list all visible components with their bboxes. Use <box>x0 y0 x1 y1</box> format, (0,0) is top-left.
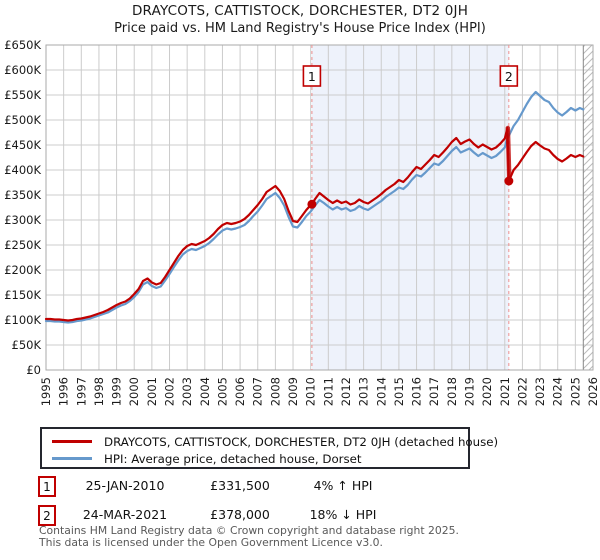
sale-2-drop-connector <box>505 125 512 184</box>
svg-text:£150K: £150K <box>4 288 41 302</box>
y-axis-labels: £0 £50K £100K £150K £200K £250K £300K £350K £400… <box>4 38 41 377</box>
svg-text:£100K: £100K <box>4 313 41 327</box>
legend-item-label: HPI: Average price, detached house, Dors… <box>104 451 362 466</box>
sale-row-2: 2 24-MAR-2021 £378,000 18% ↓ HPI <box>0 505 600 526</box>
svg-text:£250K: £250K <box>4 238 41 252</box>
svg-text:2002: 2002 <box>163 377 177 406</box>
hpi-series-line <box>44 90 585 324</box>
svg-text:£200K: £200K <box>4 263 41 277</box>
svg-text:2008: 2008 <box>268 377 282 406</box>
chart-subtitle: Price paid vs. HM Land Registry's House … <box>114 21 486 36</box>
sale-2-number-badge: 2 <box>38 505 56 526</box>
price-paid-line-swatch <box>52 440 92 443</box>
svg-text:2019: 2019 <box>462 377 476 406</box>
sale-1-date: 25-JAN-2010 <box>85 478 165 493</box>
svg-text:2000: 2000 <box>127 377 141 406</box>
svg-text:2005: 2005 <box>215 377 229 406</box>
svg-text:2021: 2021 <box>498 377 512 406</box>
price-paid-series-line <box>44 126 585 322</box>
svg-text:2016: 2016 <box>410 377 424 406</box>
svg-text:2015: 2015 <box>392 377 406 406</box>
x-axis-labels: 1995 1996 1997 1998 1999 2000 2001 2002 2003 2004… <box>39 377 600 406</box>
svg-text:£550K: £550K <box>4 88 41 102</box>
svg-text:£350K: £350K <box>4 188 41 202</box>
svg-text:1995: 1995 <box>39 377 53 406</box>
svg-text:2010: 2010 <box>304 377 318 406</box>
between-sales-band <box>311 45 509 370</box>
sale-2-dot <box>504 176 514 186</box>
svg-text:1996: 1996 <box>57 377 71 406</box>
svg-text:£400K: £400K <box>4 163 41 177</box>
sale-1-price: £331,500 <box>210 478 270 493</box>
sale-1-chart-badge-number: 1 <box>308 69 316 84</box>
footer-line-2: This data is licensed under the Open Gov… <box>39 535 383 549</box>
sale-2-date: 24-MAR-2021 <box>82 507 168 522</box>
svg-text:2004: 2004 <box>198 377 212 406</box>
svg-text:2014: 2014 <box>374 377 388 406</box>
svg-text:£600K: £600K <box>4 63 41 77</box>
price-chart: 1 2 £0 £50K £100K £150K £200K £250K £300K £350K £4… <box>4 38 600 406</box>
svg-text:2012: 2012 <box>339 377 353 406</box>
svg-text:2024: 2024 <box>551 377 565 406</box>
svg-text:1999: 1999 <box>110 377 124 406</box>
svg-text:2018: 2018 <box>445 377 459 406</box>
legend-item-hpi: HPI: Average price, detached house, Dors… <box>52 450 468 467</box>
svg-text:£300K: £300K <box>4 213 41 227</box>
sale-1-number-badge: 1 <box>38 476 56 497</box>
svg-text:2006: 2006 <box>233 377 247 406</box>
svg-text:2009: 2009 <box>286 377 300 406</box>
sale-2-chart-badge <box>499 65 519 87</box>
svg-text:£500K: £500K <box>4 113 41 127</box>
svg-text:2017: 2017 <box>427 377 441 406</box>
plot-border <box>45 44 594 371</box>
sale-1-dot <box>307 199 317 209</box>
svg-text:1997: 1997 <box>74 377 88 406</box>
svg-text:2026: 2026 <box>586 377 600 406</box>
svg-text:2013: 2013 <box>357 377 371 406</box>
hpi-line-swatch <box>52 457 92 460</box>
sale-2-hpi-delta: 18% ↓ HPI <box>309 507 377 522</box>
sale-1-hpi-delta: 4% ↑ HPI <box>313 478 373 493</box>
gridlines <box>45 44 594 371</box>
footer-line-1: Contains HM Land Registry data © Crown c… <box>39 524 459 537</box>
legend-item-price-paid: DRAYCOTS, CATTISTOCK, DORCHESTER, DT2 0J… <box>52 433 498 450</box>
legend-item-label: DRAYCOTS, CATTISTOCK, DORCHESTER, DT2 0J… <box>104 434 499 449</box>
chart-title: DRAYCOTS, CATTISTOCK, DORCHESTER, DT2 0J… <box>131 3 469 19</box>
sale-1-chart-badge <box>302 65 322 87</box>
svg-text:£0: £0 <box>26 363 41 377</box>
svg-text:£650K: £650K <box>4 38 41 52</box>
sale-2-price: £378,000 <box>210 507 270 522</box>
svg-text:2007: 2007 <box>251 377 265 406</box>
chart-legend: DRAYCOTS, CATTISTOCK, DORCHESTER, DT2 0J… <box>40 427 498 469</box>
svg-text:2025: 2025 <box>568 377 582 406</box>
svg-text:£450K: £450K <box>4 138 41 152</box>
svg-text:£50K: £50K <box>12 338 42 352</box>
svg-text:2020: 2020 <box>480 377 494 406</box>
svg-text:2011: 2011 <box>321 377 335 406</box>
svg-text:2022: 2022 <box>515 377 529 406</box>
sale-row-1: 1 25-JAN-2010 £331,500 4% ↑ HPI <box>0 476 600 497</box>
future-hatch-region <box>583 45 593 370</box>
svg-text:2023: 2023 <box>533 377 547 406</box>
svg-text:1998: 1998 <box>92 377 106 406</box>
license-footer: Contains HM Land Registry data © Crown c… <box>39 525 599 548</box>
svg-text:2001: 2001 <box>145 377 159 406</box>
sale-2-chart-badge-number: 2 <box>505 69 513 84</box>
svg-text:2003: 2003 <box>180 377 194 406</box>
